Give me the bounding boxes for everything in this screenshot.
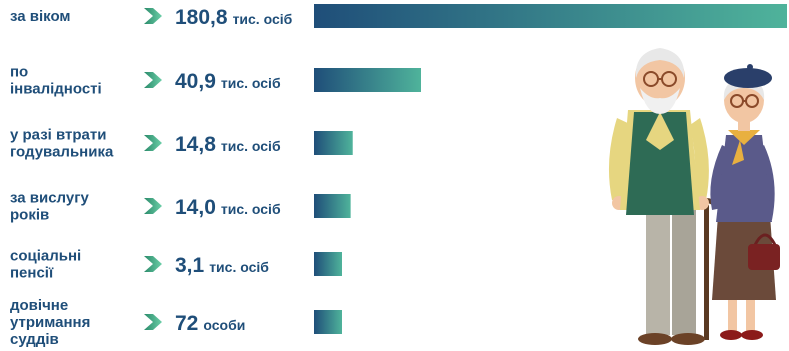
data-label-unit: тис. осіб [209,259,269,275]
bar [314,310,342,334]
arrow-chevron-icon [144,198,162,214]
category-label-line: довічне [10,297,68,314]
grandmother-figure [710,64,780,340]
data-label: 180,8 тис. осіб [175,6,293,29]
category-label: соціальні пенсії [10,248,81,282]
data-label: 40,9 тис. осіб [175,70,281,93]
data-label: 72 особи [175,312,245,335]
arrow-chevron-icon [144,135,162,151]
chart-row: за вислугу років 14,0 тис. осіб [10,190,351,224]
bar [314,252,342,276]
bar [314,68,422,92]
arrow-chevron-icon [144,314,162,330]
data-label-unit: особи [203,317,245,333]
category-label-line: утримання [10,314,90,331]
chart-row: довічне утримання суддів 72 особи [10,297,342,348]
category-label-line: по [10,64,28,81]
category-label-line: годувальника [10,144,114,161]
data-label: 3,1 тис. осіб [175,254,269,277]
category-label: довічне утримання суддів [10,297,90,348]
chart-row: за віком 180,8 тис. осіб [10,4,787,29]
data-label-number: 14,8 [175,133,216,156]
chart-row: по інвалідності 40,9 тис. осіб [10,64,422,98]
category-label-line: соціальні [10,248,81,265]
category-label: за віком [10,8,71,25]
bar [314,131,353,155]
category-label: по інвалідності [10,64,102,98]
category-label-line: років [10,207,49,224]
data-label-unit: тис. осіб [221,138,281,154]
data-label-number: 72 [175,312,198,335]
data-label-unit: тис. осіб [221,75,281,91]
arrow-chevron-icon [144,8,162,24]
grandfather-figure [608,48,718,345]
chart-row: соціальні пенсії 3,1 тис. осіб [10,248,342,282]
bar [314,4,787,28]
category-label: за вислугу років [10,190,89,224]
data-label-number: 3,1 [175,254,205,277]
data-label-unit: тис. осіб [221,201,281,217]
category-label: у разі втрати годувальника [10,127,114,161]
data-label-number: 14,0 [175,196,216,219]
data-label-number: 180,8 [175,6,228,29]
chart-row: у разі втрати годувальника 14,8 тис. осіб [10,127,353,161]
category-label-line: за вислугу [10,190,89,207]
category-label-line: пенсії [10,265,54,282]
category-label-line: у разі втрати [10,127,106,144]
category-label-line: інвалідності [10,81,102,98]
data-label: 14,8 тис. осіб [175,133,281,156]
data-label-unit: тис. осіб [233,11,293,27]
bar [314,194,351,218]
elderly-couple-icon [608,48,780,345]
arrow-chevron-icon [144,72,162,88]
data-label: 14,0 тис. осіб [175,196,281,219]
data-label-number: 40,9 [175,70,216,93]
category-label-line: за віком [10,8,71,25]
arrow-chevron-icon [144,256,162,272]
category-label-line: суддів [10,331,59,348]
